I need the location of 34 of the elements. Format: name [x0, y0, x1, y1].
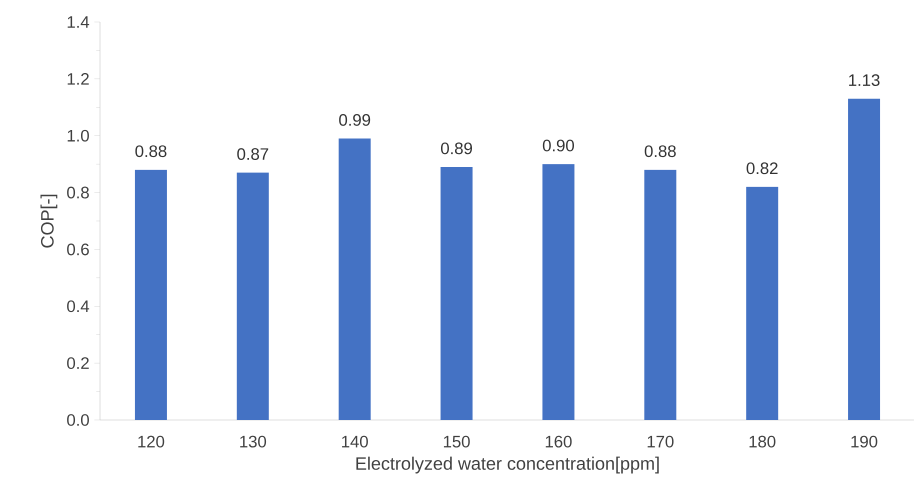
y-tick-label: 1.4: [68, 16, 90, 28]
y-tick-label: 0.4: [67, 300, 90, 312]
bar: [236, 172, 269, 420]
y-tick-label: 1.0: [68, 130, 89, 142]
x-tick-label: 120: [138, 436, 164, 448]
data-label: 0.88: [644, 145, 676, 158]
x-tick-label: 190: [851, 436, 878, 448]
x-tick-label: 150: [444, 436, 470, 448]
data-label: 0.88: [135, 145, 166, 158]
x-tick-label: 180: [750, 436, 776, 448]
y-tick-label: 0.6: [67, 244, 89, 256]
bar: [440, 166, 473, 420]
bar: [542, 164, 574, 420]
y-tick-label: 0.8: [67, 186, 89, 198]
x-tick-label: 140: [342, 436, 368, 448]
x-tick-label: 130: [240, 436, 266, 448]
data-label: 0.99: [339, 114, 370, 126]
bar: [134, 170, 167, 420]
bar: [746, 186, 778, 420]
bar: [848, 98, 880, 420]
data-label: 0.82: [746, 162, 778, 174]
x-axis-title: Electrolyzed water concentration[ppm]: [356, 456, 659, 474]
x-tick-label: 170: [648, 436, 674, 448]
y-axis-title: COP[-]: [40, 194, 58, 248]
bar: [644, 170, 676, 420]
bar: [338, 138, 371, 420]
x-tick-label: 160: [546, 436, 572, 448]
data-label: 1.13: [849, 74, 880, 86]
y-tick-label: 1.2: [68, 73, 89, 85]
y-tick-label: 0.2: [67, 357, 89, 370]
data-label: 0.90: [542, 140, 574, 152]
data-label: 0.89: [440, 142, 472, 154]
data-label: 0.87: [237, 148, 268, 160]
y-tick-label: 0.0: [67, 414, 89, 426]
